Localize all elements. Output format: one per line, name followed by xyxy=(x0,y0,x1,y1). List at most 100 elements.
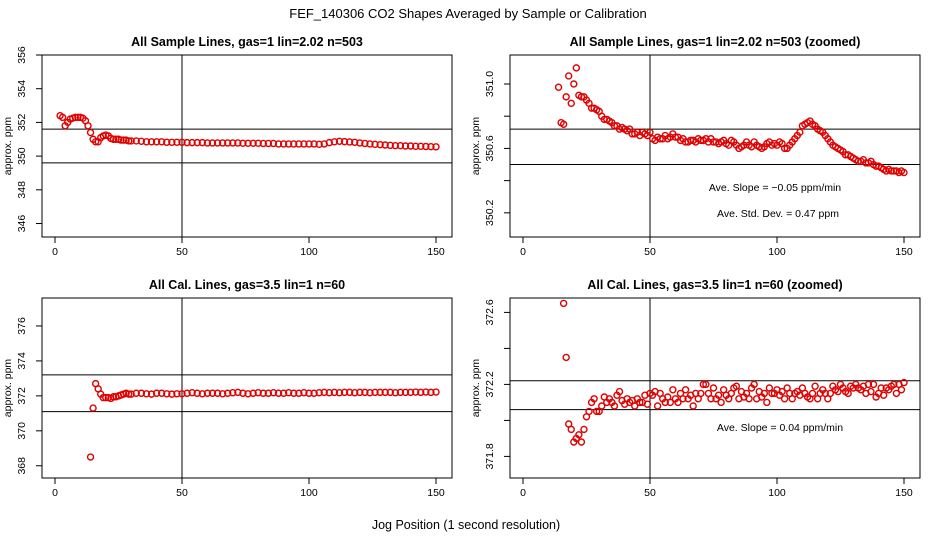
data-point xyxy=(320,388,328,397)
data-point xyxy=(254,139,262,148)
data-point xyxy=(572,64,581,72)
data-point xyxy=(315,389,323,397)
plot-frame xyxy=(509,54,921,238)
data-point xyxy=(778,387,786,396)
data-point xyxy=(897,386,906,394)
data-point xyxy=(157,138,166,146)
data-point xyxy=(669,386,677,394)
data-point xyxy=(89,404,97,412)
y-tick-label: 372.2 xyxy=(484,371,496,397)
data-point xyxy=(279,389,288,397)
data-point xyxy=(183,389,191,397)
data-point xyxy=(717,398,725,407)
data-point xyxy=(892,389,901,398)
data-point xyxy=(330,388,339,397)
data-point xyxy=(295,140,303,148)
data-point xyxy=(900,168,908,177)
data-point xyxy=(432,143,440,151)
data-point xyxy=(84,122,92,130)
data-point xyxy=(178,138,186,146)
data-point xyxy=(361,139,369,148)
annotation: Ave. Slope = −0.05 ppm/min xyxy=(709,182,841,194)
data-point xyxy=(325,389,334,397)
data-point xyxy=(796,128,804,137)
data-point xyxy=(750,380,758,389)
data-point xyxy=(351,138,359,146)
data-point xyxy=(345,138,354,146)
panel-title: All Cal. Lines, gas=3.5 lin=1 n=60 (zoom… xyxy=(587,278,842,292)
data-point xyxy=(335,137,344,145)
data-point xyxy=(643,400,652,408)
figure-title: FEF_140306 CO2 Shapes Averaged by Sample… xyxy=(289,6,646,21)
data-point xyxy=(417,142,425,151)
data-point xyxy=(168,390,176,398)
data-point xyxy=(274,389,283,397)
data-point xyxy=(218,139,227,147)
y-tick-label: 371.8 xyxy=(484,443,496,469)
data-point xyxy=(249,139,257,148)
data-point xyxy=(864,380,873,389)
data-point xyxy=(244,139,252,148)
y-tick-label: 376 xyxy=(16,317,28,335)
data-point xyxy=(124,137,133,145)
data-point xyxy=(203,139,212,147)
data-point xyxy=(173,138,181,146)
data-point xyxy=(340,388,349,397)
data-point xyxy=(406,142,415,150)
data-point xyxy=(401,388,410,397)
data-point xyxy=(376,388,384,397)
data-point xyxy=(666,398,675,407)
data-point xyxy=(351,389,359,397)
data-point xyxy=(310,140,318,148)
data-point xyxy=(422,388,430,396)
data-point xyxy=(679,395,687,403)
data-point xyxy=(259,389,267,397)
data-point xyxy=(826,389,835,398)
x-tick-label: 150 xyxy=(895,246,913,258)
data-point xyxy=(877,384,885,392)
data-point xyxy=(427,388,435,397)
data-point xyxy=(760,389,768,398)
plot-frame xyxy=(509,297,921,479)
data-point xyxy=(284,140,293,148)
data-point xyxy=(834,387,842,396)
y-axis-label: approx. ppm xyxy=(470,117,482,176)
data-point xyxy=(173,390,181,398)
data-point xyxy=(406,388,415,397)
data-point xyxy=(163,138,171,146)
figure-xlabel: Jog Position (1 second resolution) xyxy=(372,518,560,532)
data-point xyxy=(681,386,690,394)
data-point xyxy=(137,137,146,145)
data-point xyxy=(656,135,664,143)
data-point xyxy=(386,141,394,150)
data-point xyxy=(234,388,242,397)
y-tick-label: 351.0 xyxy=(484,71,496,97)
x-tick-label: 0 xyxy=(52,487,58,499)
data-point xyxy=(137,389,146,397)
y-tick-label: 370 xyxy=(16,422,28,440)
data-point xyxy=(900,378,908,387)
data-point xyxy=(109,393,118,401)
data-point xyxy=(575,431,583,439)
data-point xyxy=(259,139,267,148)
x-tick-label: 50 xyxy=(176,487,188,499)
data-point xyxy=(702,380,710,389)
data-point xyxy=(183,138,191,147)
data-point xyxy=(567,425,575,434)
data-point xyxy=(585,407,593,416)
data-point xyxy=(671,133,680,141)
data-point xyxy=(335,389,344,397)
data-point xyxy=(371,388,379,397)
data-point xyxy=(577,438,586,446)
data-point xyxy=(366,140,374,148)
x-tick-label: 150 xyxy=(895,487,913,499)
panel-title: All Cal. Lines, gas=3.5 lin=1 n=60 xyxy=(149,278,345,292)
data-point xyxy=(147,138,156,146)
data-point xyxy=(577,93,586,101)
data-point xyxy=(244,390,252,398)
data-point xyxy=(208,389,217,397)
data-point xyxy=(218,390,227,398)
data-point xyxy=(567,99,575,108)
data-point xyxy=(381,141,389,149)
